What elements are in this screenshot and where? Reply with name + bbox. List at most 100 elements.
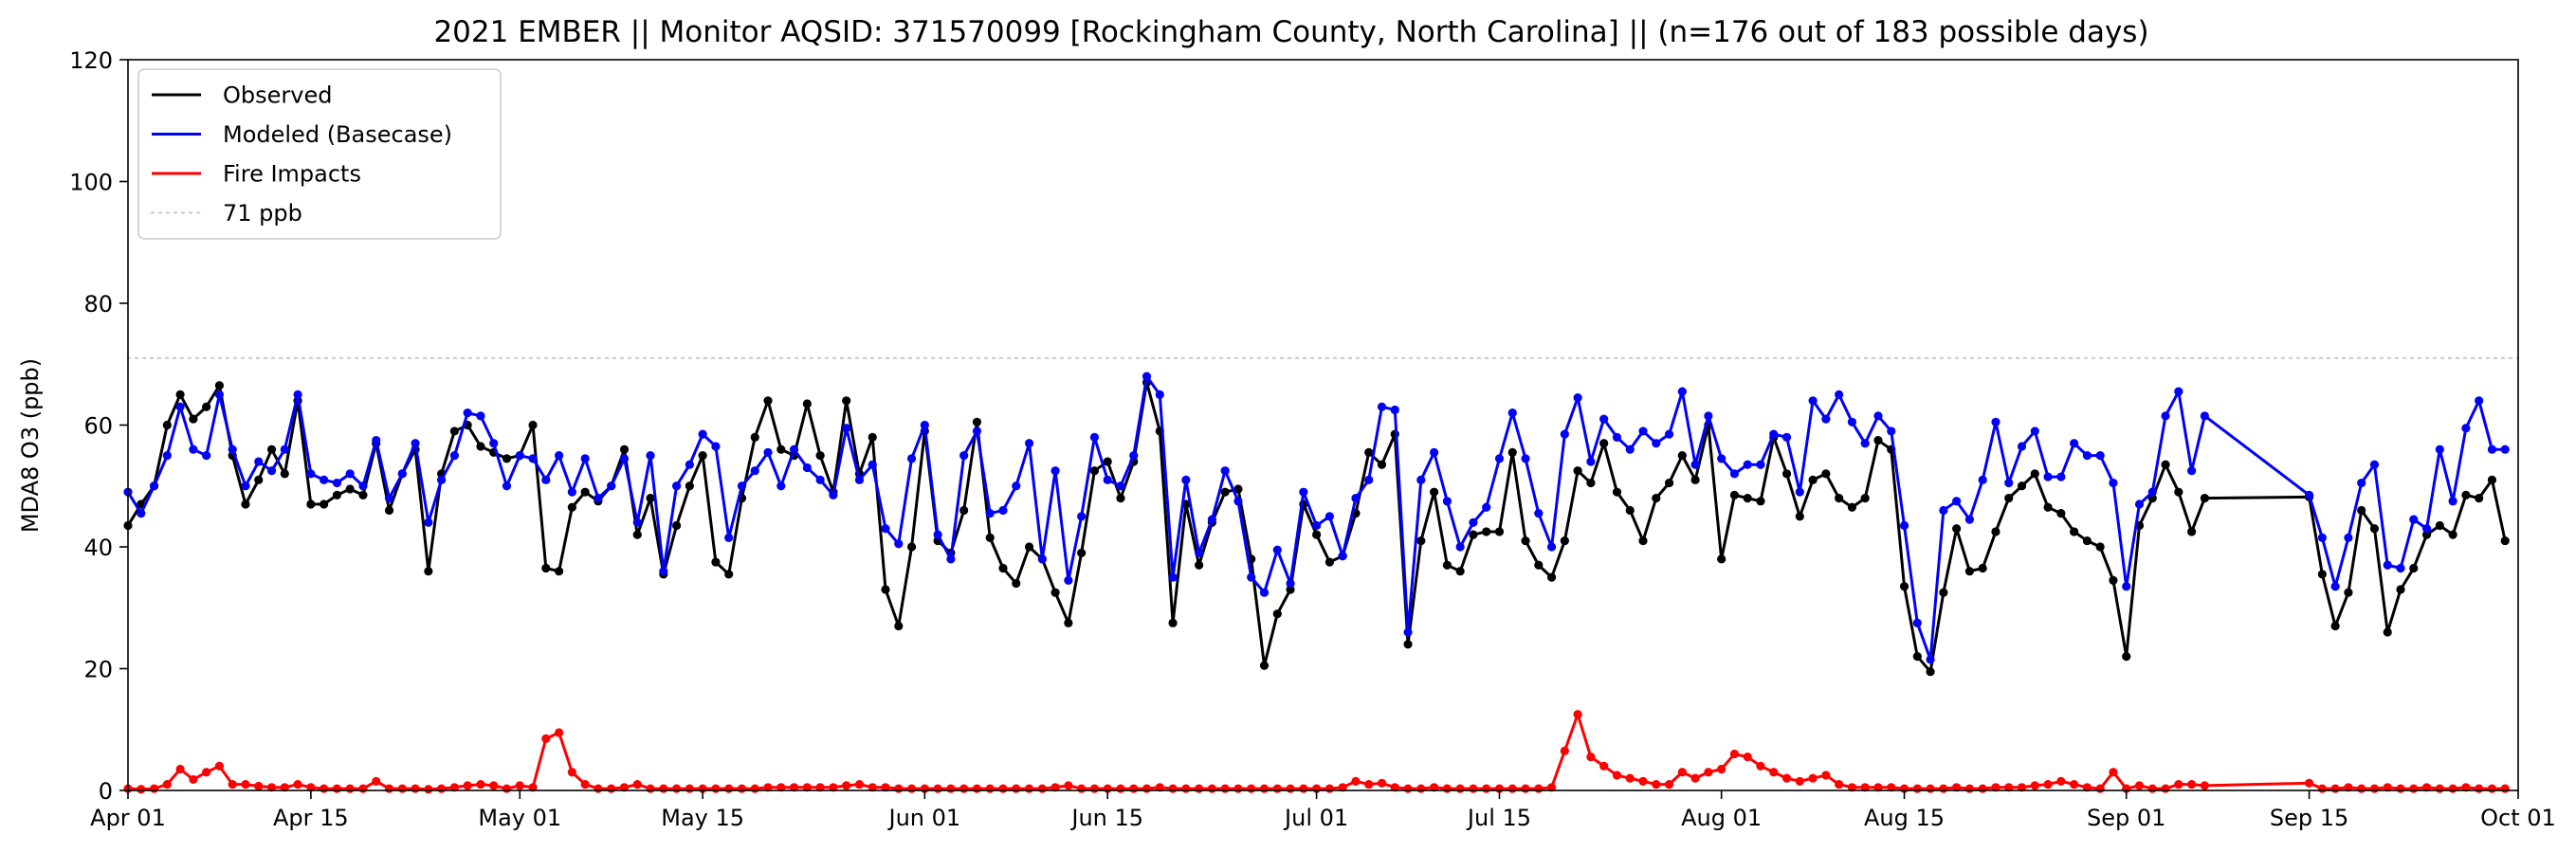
data-point [214,381,225,390]
data-point [1717,554,1726,564]
data-point [2475,784,2484,793]
data-point [2487,784,2497,793]
data-point [449,451,459,461]
x-tick-label: May 15 [661,805,744,831]
data-point [502,481,512,491]
data-point [1024,784,1034,793]
data-point [906,542,917,552]
data-point [1129,784,1139,793]
data-point [842,781,851,790]
data-point [763,396,773,406]
data-point [502,454,512,463]
data-point [397,469,407,479]
data-point [829,490,838,499]
data-point [449,426,459,436]
data-point [228,445,237,454]
y-axis-label: MDA8 O3 (ppb) [17,358,44,533]
data-point [1168,618,1178,627]
data-point [2435,520,2444,531]
data-point [1377,778,1387,788]
data-point [137,785,146,794]
data-point [541,475,551,484]
data-point [1430,783,1439,792]
data-point [1599,414,1609,424]
data-point [1482,784,1491,793]
data-point [1364,779,1374,789]
data-point [2004,478,2014,488]
data-point [1416,535,1426,546]
data-point [332,784,342,793]
data-point [685,481,694,491]
data-point [854,475,865,484]
data-point [868,460,877,469]
data-point [1024,439,1034,448]
data-point [1012,481,1021,491]
data-point [476,411,485,421]
data-point [1690,460,1700,469]
legend-frame [137,68,502,240]
data-point [1469,530,1478,539]
data-point [776,481,786,491]
data-point [2369,784,2380,793]
series-2 [123,710,2510,794]
data-point [659,784,668,793]
data-point [711,442,721,451]
data-point [1991,783,2001,792]
data-point [1546,783,1557,792]
data-point [2161,784,2170,793]
data-point [2409,784,2419,793]
data-point [1964,567,1975,576]
data-point [2330,784,2340,793]
data-point [632,517,642,527]
data-point [214,761,225,771]
data-point [2004,494,2014,503]
data-point [1469,784,1478,793]
data-point [280,783,289,792]
data-point [2409,515,2419,524]
data-point [1860,783,1870,792]
data-point [1207,784,1216,793]
data-point [1781,432,1792,442]
chart-title: 2021 EMBER || Monitor AQSID: 371570099 [… [433,15,2148,49]
data-point [1729,469,1740,479]
data-point [384,494,394,503]
data-point [411,784,420,793]
data-point [2109,768,2118,777]
data-point [607,784,616,793]
data-point [2304,778,2314,788]
series-1 [123,372,2510,664]
data-point [1612,771,1622,780]
data-point [2461,424,2471,433]
data-point [1795,487,1804,497]
x-tick-label: Jul 01 [1283,805,1348,831]
data-point [776,783,786,792]
data-point [1612,432,1622,442]
data-point [1847,783,1857,792]
data-point [1168,784,1178,793]
data-point [266,783,277,792]
data-point [946,554,956,564]
data-point [1625,505,1635,516]
data-point [555,728,564,737]
data-point [2330,621,2340,631]
data-point [881,585,890,594]
data-point [449,783,459,792]
data-point [815,475,825,484]
data-point [2030,426,2039,436]
data-point [2134,781,2145,790]
data-point [1899,582,1909,591]
data-point [1534,784,1544,793]
data-point [1077,548,1087,558]
data-point [1873,435,1883,445]
data-point [1939,784,1948,793]
data-point [567,487,576,497]
data-point [2056,509,2066,518]
data-point [1325,557,1334,567]
data-point [2082,783,2092,792]
data-point [320,475,329,484]
data-point [737,784,747,793]
data-point [881,524,890,534]
data-point [906,454,917,463]
data-point [1442,784,1452,793]
